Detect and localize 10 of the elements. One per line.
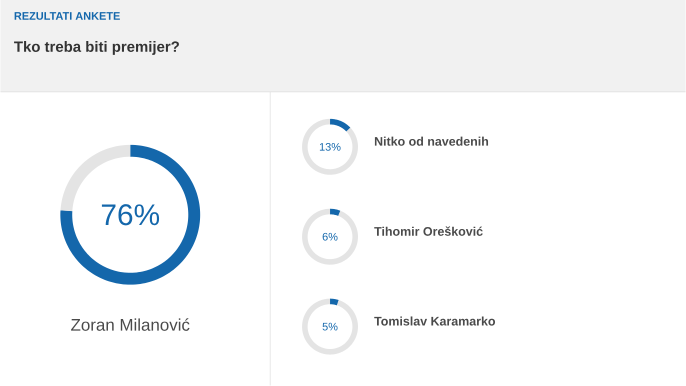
slice-label: Zoran Milanović bbox=[71, 318, 190, 331]
text: Tihomir Orešković bbox=[374, 226, 483, 236]
text: 5% bbox=[322, 322, 338, 330]
text: 6% bbox=[322, 232, 338, 241]
chart-subtitle: Tko treba biti premijer? bbox=[14, 41, 179, 55]
text: 13% bbox=[320, 142, 341, 151]
text: Nitko od navedenih bbox=[374, 136, 488, 146]
text: Tomislav Karamarko bbox=[374, 316, 496, 326]
chart-title: REZULTATI ANKETE bbox=[14, 12, 120, 20]
data-label: 76% bbox=[102, 204, 160, 226]
